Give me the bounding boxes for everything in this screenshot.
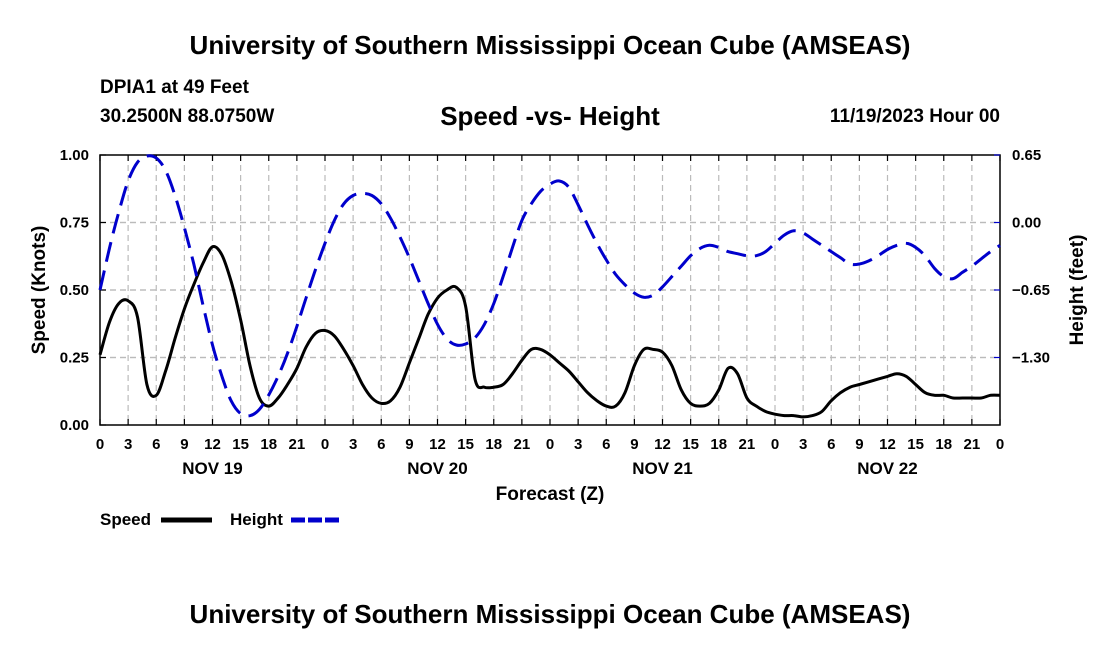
x-tick-label: 21 [739,436,756,453]
x-tick-label: 18 [485,436,502,453]
day-label: NOV 19 [182,459,242,478]
y-tick-label: 0.50 [60,282,89,299]
y-axis-title: Speed (Knots) [29,226,50,355]
day-label: NOV 22 [857,459,917,478]
x-tick-label: 6 [152,436,160,453]
x-tick-label: 12 [204,436,221,453]
x-tick-label: 18 [710,436,727,453]
x-tick-label: 6 [377,436,385,453]
x-tick-label: 0 [321,436,329,453]
x-tick-label: 9 [630,436,638,453]
x-tick-label: 6 [827,436,835,453]
y2-axis-title: Height (feet) [1067,235,1088,346]
x-tick-label: 21 [514,436,531,453]
x-tick-label: 15 [907,436,924,453]
x-tick-label: 21 [964,436,981,453]
x-tick-label: 21 [289,436,306,453]
x-tick-label: 18 [935,436,952,453]
x-tick-label: 9 [855,436,863,453]
y-tick-label: 0.25 [60,350,89,367]
x-tick-label: 15 [232,436,249,453]
y2-tick-label: −1.30 [1012,350,1050,367]
x-tick-label: 15 [457,436,474,453]
x-tick-label: 6 [602,436,610,453]
x-tick-label: 0 [996,436,1004,453]
series-speed-line [98,245,1001,419]
x-tick-label: 3 [799,436,807,453]
x-tick-label: 3 [574,436,582,453]
chart-subtitle: Speed -vs- Height [440,101,660,131]
series-height-line [98,154,1001,418]
x-tick-label: 12 [879,436,896,453]
y-tick-label: 1.00 [60,147,89,164]
legend-speed-label: Speed [100,510,151,529]
station-label: DPIA1 at 49 Feet [100,77,249,98]
x-tick-label: 3 [349,436,357,453]
x-tick-label: 9 [405,436,413,453]
x-tick-label: 9 [180,436,188,453]
y-tick-label: 0.00 [60,417,89,434]
x-tick-label: 18 [260,436,277,453]
x-axis-title: Forecast (Z) [496,484,605,505]
x-tick-label: 0 [771,436,779,453]
x-tick-label: 12 [429,436,446,453]
day-label: NOV 20 [407,459,467,478]
y-tick-label: 0.75 [60,215,89,232]
footer-title: University of Southern Mississippi Ocean… [189,599,911,629]
x-tick-label: 12 [654,436,671,453]
y2-tick-label: 0.65 [1012,147,1041,164]
day-label: NOV 21 [632,459,692,478]
y2-tick-label: 0.00 [1012,215,1041,232]
legend-height-label: Height [230,510,283,529]
forecast-datetime: 11/19/2023 Hour 00 [829,106,1000,127]
station-coords: 30.2500N 88.0750W [100,106,275,127]
x-tick-label: 0 [546,436,554,453]
main-title: University of Southern Mississippi Ocean… [189,30,911,60]
x-tick-label: 0 [96,436,104,453]
x-tick-label: 3 [124,436,132,453]
x-tick-label: 15 [682,436,699,453]
y2-tick-label: −0.65 [1012,282,1050,299]
